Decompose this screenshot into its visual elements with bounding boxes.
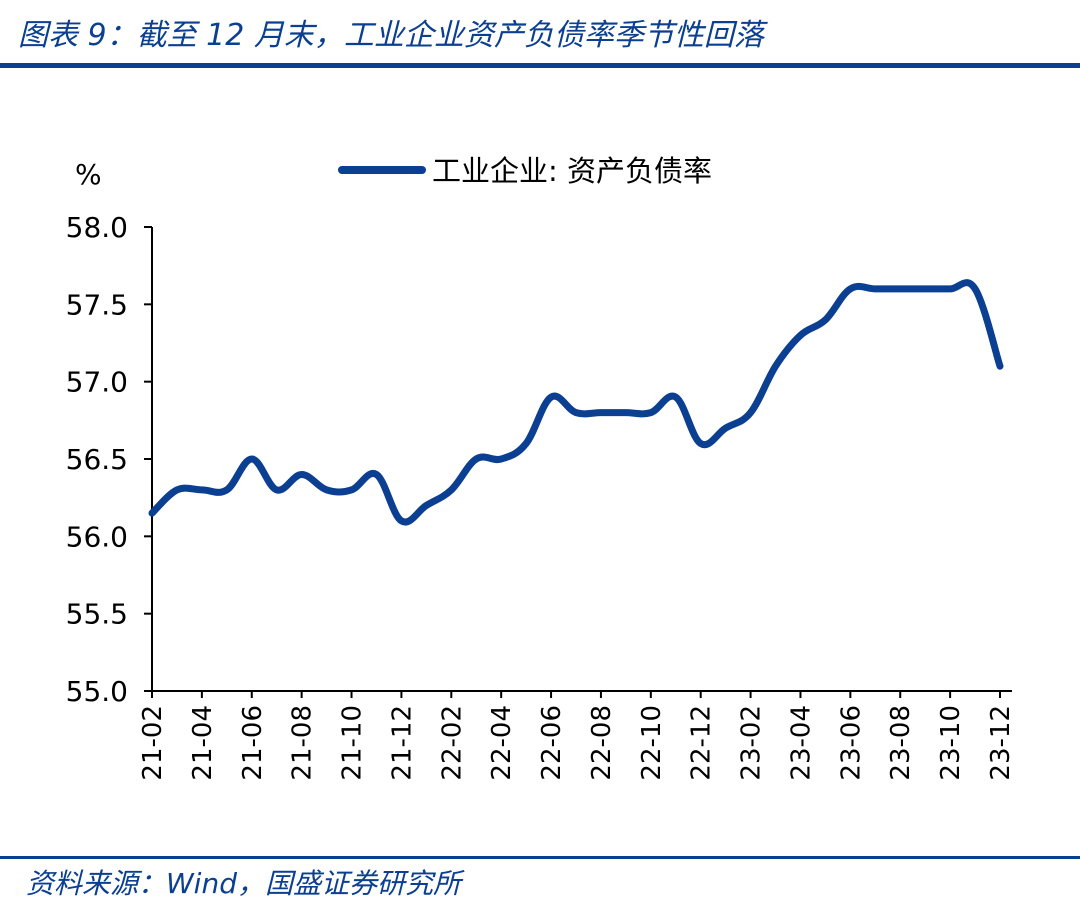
data-point (324, 487, 330, 493)
data-point (423, 502, 429, 508)
y-tick-label: 56.0 (66, 520, 128, 553)
y-tick-label: 57.0 (66, 366, 128, 399)
data-point (872, 286, 878, 292)
data-point (723, 425, 729, 431)
data-point (249, 456, 255, 462)
x-tick-label: 21-04 (188, 705, 218, 781)
data-point (797, 332, 803, 338)
legend: 工业企业: 资产负债率 (338, 154, 712, 188)
x-axis: 21-02 21-04 21-06 21-08 21-10 21-12 22-02 22-04… (138, 690, 1016, 781)
x-tick-label: 23-08 (886, 705, 916, 781)
x-tick-label: 23-10 (936, 705, 966, 781)
data-point (398, 518, 404, 524)
x-tick-label: 23-04 (786, 705, 816, 781)
data-point (199, 487, 205, 493)
x-tick-label: 21-10 (338, 705, 368, 781)
data-point (349, 487, 355, 493)
data-point (822, 317, 828, 323)
data-point (373, 471, 379, 477)
data-point (573, 410, 579, 416)
line-chart: 工业企业: 资产负债率 % 58.0 57.5 57.0 56.5 56.0 55.5 55… (66, 154, 1016, 781)
data-point (149, 510, 155, 516)
y-axis: 58.0 57.5 57.0 56.5 56.0 55.5 55.0 (66, 211, 153, 708)
data-point (224, 487, 230, 493)
x-tick-label: 22-02 (437, 705, 467, 781)
data-point (623, 410, 629, 416)
y-axis-unit: % (75, 158, 102, 191)
data-point (972, 286, 978, 292)
data-point (299, 471, 305, 477)
x-tick-label: 23-12 (986, 705, 1016, 781)
series-line-debt-ratio (148, 279, 1004, 526)
data-point (947, 286, 953, 292)
x-tick-label: 22-08 (587, 705, 617, 781)
data-point (673, 394, 679, 400)
x-tick-label: 23-06 (836, 705, 866, 781)
y-tick-label: 58.0 (66, 211, 128, 244)
data-point (847, 286, 853, 292)
x-tick-label: 21-08 (288, 705, 318, 781)
data-point (698, 441, 704, 447)
data-point (748, 410, 754, 416)
title-divider (0, 63, 1080, 68)
x-tick-label: 21-06 (238, 705, 268, 781)
data-point (922, 286, 928, 292)
data-point (897, 286, 903, 292)
y-tick-label: 55.5 (66, 598, 128, 631)
data-point (773, 363, 779, 369)
data-point (598, 410, 604, 416)
data-point (448, 487, 454, 493)
y-tick-label: 55.0 (66, 675, 128, 708)
x-tick-label: 22-06 (537, 705, 567, 781)
source-note: 资料来源：Wind，国盛证券研究所 (26, 867, 461, 900)
data-point (997, 363, 1003, 369)
data-point (648, 410, 654, 416)
data-point (523, 441, 529, 447)
y-tick-label: 56.5 (66, 443, 128, 476)
legend-label: 工业企业: 资产负债率 (432, 154, 712, 188)
source-divider (0, 856, 1080, 859)
data-point (274, 487, 280, 493)
x-tick-label: 21-02 (138, 705, 168, 781)
data-point (548, 394, 554, 400)
x-tick-label: 22-12 (687, 705, 717, 781)
figure-title: 图表 9：截至 12 月末，工业企业资产负债率季节性回落 (18, 18, 764, 53)
x-tick-label: 22-10 (637, 705, 667, 781)
series-points (149, 286, 1003, 524)
y-tick-label: 57.5 (66, 288, 128, 321)
x-tick-label: 21-12 (387, 705, 417, 781)
data-point (498, 456, 504, 462)
x-tick-label: 23-02 (737, 705, 767, 781)
data-point (174, 487, 180, 493)
x-tick-label: 22-04 (487, 705, 517, 781)
data-point (473, 456, 479, 462)
